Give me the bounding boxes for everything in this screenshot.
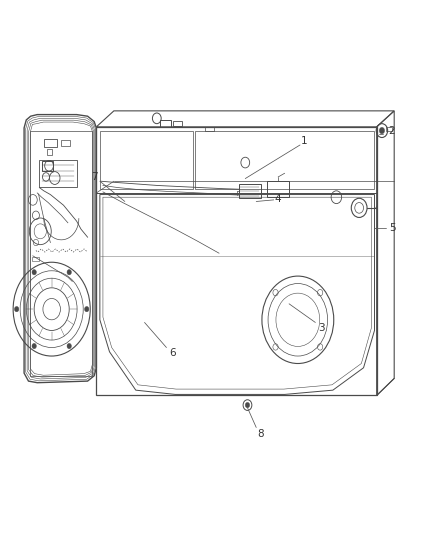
- Text: 2: 2: [389, 126, 396, 135]
- Text: 6: 6: [170, 348, 177, 358]
- Circle shape: [67, 270, 71, 275]
- Circle shape: [245, 402, 250, 408]
- Circle shape: [85, 306, 89, 312]
- Circle shape: [67, 343, 71, 349]
- Text: 8: 8: [257, 430, 264, 439]
- Circle shape: [32, 270, 36, 275]
- Text: 5: 5: [389, 223, 396, 232]
- Circle shape: [32, 343, 36, 349]
- Text: 1: 1: [301, 136, 308, 146]
- Text: 4: 4: [275, 194, 282, 204]
- Circle shape: [14, 306, 19, 312]
- Circle shape: [379, 127, 385, 134]
- Text: 3: 3: [318, 323, 325, 333]
- Text: 7: 7: [91, 172, 98, 182]
